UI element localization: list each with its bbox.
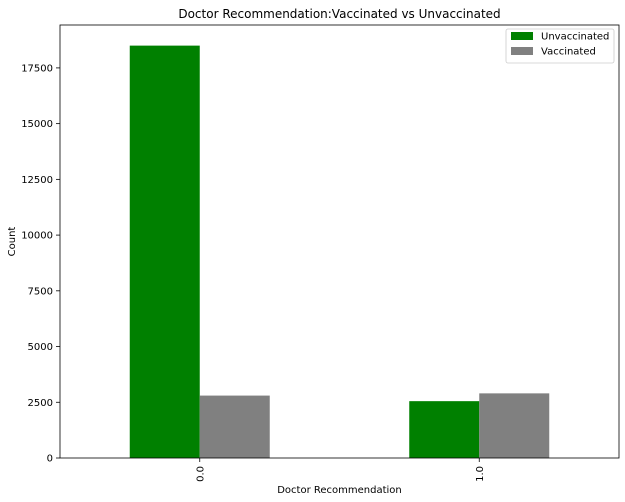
y-tick-label: 15000 [21,119,53,130]
x-axis-label: Doctor Recommendation [277,485,402,496]
legend-label-vaccinated: Vaccinated [541,47,596,58]
x-axis-ticks: 0.0 1.0 [195,458,486,482]
chart-title: Doctor Recommendation:Vaccinated vs Unva… [178,7,500,21]
x-tick-label: 0.0 [195,466,206,482]
legend-label-unvaccinated: Unvaccinated [541,32,609,43]
bars-group [129,45,550,458]
y-tick-label: 12500 [21,175,53,186]
bar-vaccinated-0.0 [199,395,270,458]
legend-swatch-unvaccinated [511,32,533,40]
x-tick-label: 1.0 [475,466,486,482]
plot-frame [59,24,620,459]
y-tick-label: 0 [47,454,53,465]
y-tick-label: 17500 [21,63,53,74]
y-axis-label: Count [7,227,18,257]
bar-unvaccinated-0.0 [129,45,200,458]
y-tick-label: 2500 [28,398,53,409]
bar-unvaccinated-1.0 [409,401,480,458]
legend-swatch-vaccinated [511,47,533,55]
y-tick-label: 10000 [21,231,53,242]
legend: Unvaccinated Vaccinated [505,28,615,64]
bar-vaccinated-1.0 [479,393,550,458]
y-tick-label: 7500 [28,286,53,297]
y-axis-ticks: 0 2500 5000 7500 10000 12500 15000 17500 [21,63,60,465]
y-tick-label: 5000 [28,342,53,353]
